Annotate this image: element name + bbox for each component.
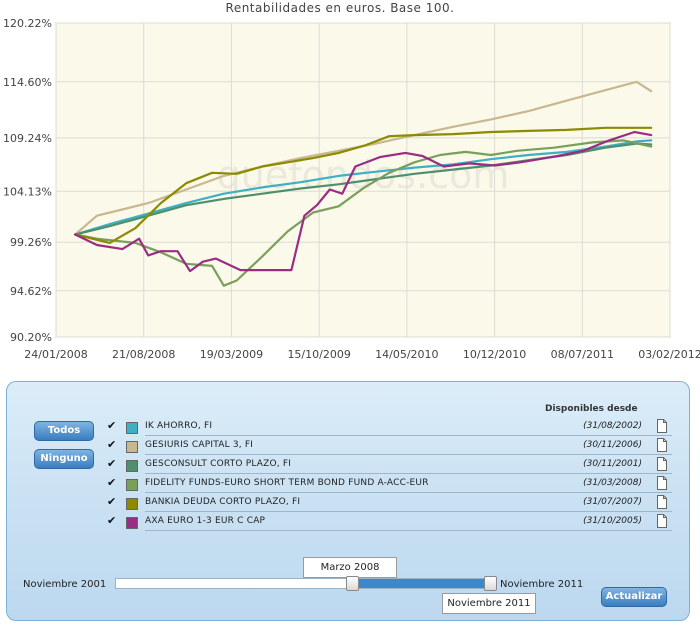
todos-button[interactable]: Todos <box>34 421 94 441</box>
watermark: quefondos.com <box>217 153 510 197</box>
fund-list: ✔ IK AHORRO, FI (31/08/2002) ✔ GESIURIS … <box>107 418 672 532</box>
slider-max-label: Noviembre 2011 <box>500 579 584 590</box>
fund-name: FIDELITY FUNDS-EURO SHORT TERM BOND FUND… <box>145 478 429 488</box>
y-tick-label: 94.62% <box>10 285 52 298</box>
fund-checkbox[interactable]: ✔ <box>107 495 117 508</box>
y-tick-label: 114.60% <box>3 76 52 89</box>
series-line-6 <box>74 130 653 273</box>
x-tick-label: 10/12/2010 <box>463 348 526 361</box>
y-tick-label: 109.24% <box>3 132 52 145</box>
x-tick-label: 14/05/2010 <box>375 348 438 361</box>
fund-checkbox[interactable]: ✔ <box>107 457 117 470</box>
slider-from-tooltip: Marzo 2008 <box>303 557 397 578</box>
color-swatch <box>126 498 138 510</box>
document-icon[interactable] <box>656 514 668 528</box>
document-icon[interactable] <box>656 419 668 433</box>
slider-min-label: Noviembre 2001 <box>23 579 107 590</box>
fund-since-date: (31/07/2007) <box>583 497 642 507</box>
y-tick-label: 120.22% <box>3 17 52 30</box>
fund-since-date: (31/03/2008) <box>583 478 642 488</box>
list-item: ✔ FIDELITY FUNDS-EURO SHORT TERM BOND FU… <box>107 475 672 494</box>
color-swatch <box>126 479 138 491</box>
series-line-5 <box>74 126 653 244</box>
slider-from-handle[interactable] <box>346 576 359 591</box>
color-swatch <box>126 422 138 434</box>
fund-checkbox[interactable]: ✔ <box>107 476 117 489</box>
list-item: ✔ GESIURIS CAPITAL 3, FI (30/11/2006) <box>107 437 672 456</box>
color-swatch <box>126 441 138 453</box>
fund-name: GESIURIS CAPITAL 3, FI <box>145 440 254 450</box>
x-tick-label: 24/01/2008 <box>24 348 87 361</box>
y-tick-label: 99.26% <box>10 236 52 249</box>
fund-name: BANKIA DEUDA CORTO PLAZO, FI <box>145 497 301 507</box>
list-item: ✔ AXA EURO 1-3 EUR C CAP (31/10/2005) <box>107 513 672 532</box>
x-tick-label: 03/02/2012 <box>638 348 700 361</box>
list-item: ✔ BANKIA DEUDA CORTO PLAZO, FI (31/07/20… <box>107 494 672 513</box>
fund-selection-panel: Todos Ninguno Disponibles desde ✔ IK AHO… <box>6 381 690 621</box>
color-swatch <box>126 460 138 472</box>
slider-selected-range <box>350 579 494 588</box>
document-icon[interactable] <box>656 438 668 452</box>
y-tick-label: 90.20% <box>10 331 52 344</box>
x-tick-label: 08/07/2011 <box>551 348 614 361</box>
list-item: ✔ IK AHORRO, FI (31/08/2002) <box>107 418 672 437</box>
document-icon[interactable] <box>656 495 668 509</box>
chart-svg: quefondos.com 120.22% 114.60% 109.24% 104.13… <box>3 17 700 361</box>
ninguno-button[interactable]: Ninguno <box>34 449 94 469</box>
available-since-header: Disponibles desde <box>545 404 638 414</box>
fund-checkbox[interactable]: ✔ <box>107 514 117 527</box>
fund-since-date: (30/11/2001) <box>583 459 642 469</box>
list-item: ✔ GESCONSULT CORTO PLAZO, FI (30/11/2001… <box>107 456 672 475</box>
document-icon[interactable] <box>656 476 668 490</box>
series-line-4 <box>74 139 653 287</box>
color-swatch <box>126 517 138 529</box>
x-tick-label: 15/10/2009 <box>287 348 350 361</box>
chart-title: Rentabilidades en euros. Base 100. <box>225 1 455 15</box>
document-icon[interactable] <box>656 457 668 471</box>
slider-to-handle[interactable] <box>484 576 497 591</box>
fund-name: GESCONSULT CORTO PLAZO, FI <box>145 459 292 469</box>
fund-since-date: (31/10/2005) <box>583 516 642 526</box>
fund-checkbox[interactable]: ✔ <box>107 419 117 432</box>
fund-since-date: (31/08/2002) <box>583 421 642 431</box>
y-tick-label: 104.13% <box>3 185 52 198</box>
fund-since-date: (30/11/2006) <box>583 440 642 450</box>
fund-name: AXA EURO 1-3 EUR C CAP <box>145 516 266 526</box>
x-tick-label: 19/03/2009 <box>200 348 263 361</box>
fund-name: IK AHORRO, FI <box>145 421 213 431</box>
series-line-1 <box>74 139 653 236</box>
actualizar-button[interactable]: Actualizar <box>601 587 667 607</box>
slider-to-tooltip: Noviembre 2011 <box>442 593 536 614</box>
fund-checkbox[interactable]: ✔ <box>107 438 117 451</box>
x-tick-label: 21/08/2008 <box>112 348 175 361</box>
